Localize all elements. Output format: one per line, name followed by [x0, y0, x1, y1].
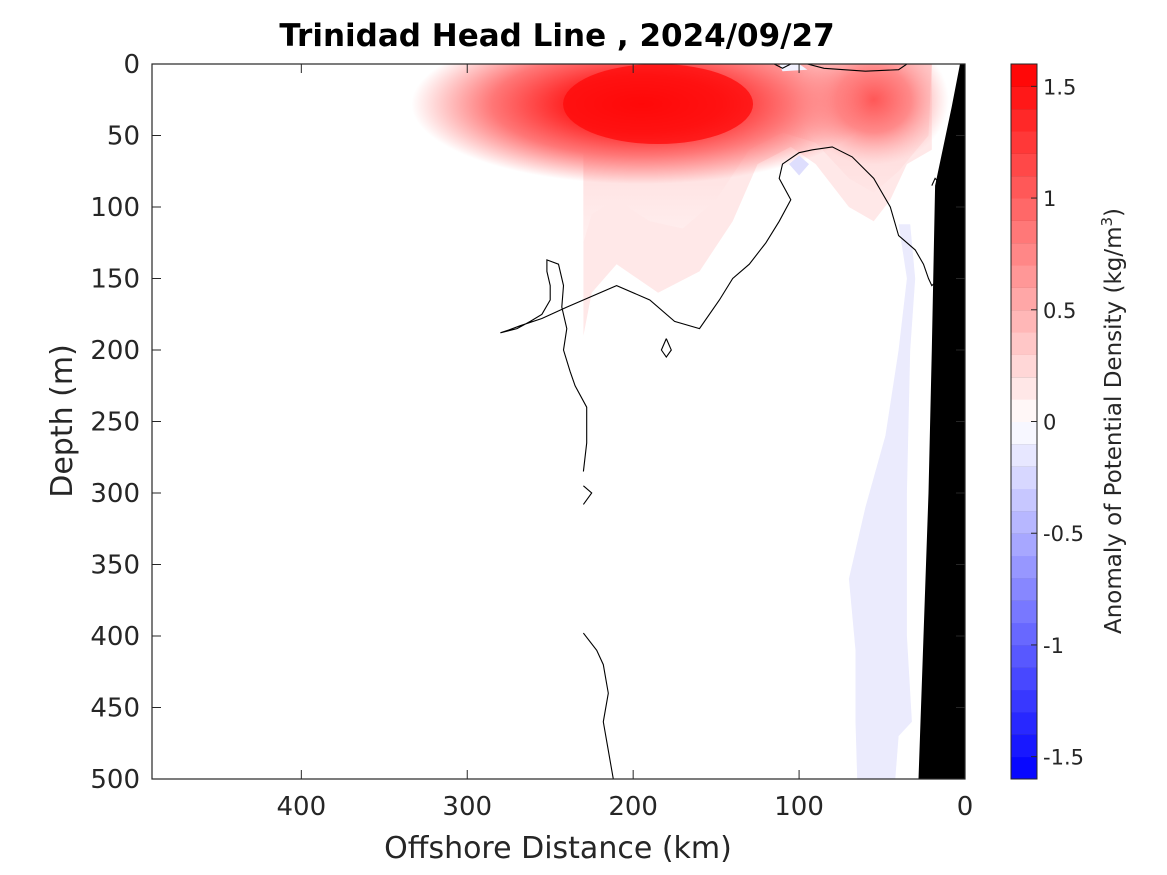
colorbar-label-superscript: 3: [1098, 217, 1116, 227]
colorbar-level: [1011, 153, 1037, 177]
colorbar-level: [1011, 175, 1037, 199]
y-tick-label: 50: [107, 122, 140, 152]
y-tick-label: 100: [90, 193, 140, 223]
y-axis-ticks: 0 50 100 150 200 250 300 350 400 450 500: [90, 50, 965, 795]
main-positive-core-peak: [563, 64, 754, 145]
colorbar-tick-label: 1: [1043, 187, 1056, 211]
colorbar-level: [1011, 287, 1037, 311]
y-tick-label: 200: [90, 336, 140, 366]
colorbar-level: [1011, 376, 1037, 400]
zero-contours: [500, 64, 953, 779]
colorbar: [1011, 63, 1037, 780]
colorbar-tick-label: -1: [1043, 634, 1064, 658]
y-tick-label: 300: [90, 479, 140, 509]
colorbar-level: [1011, 108, 1037, 132]
colorbar-tick-label: 1.5: [1043, 75, 1076, 99]
anomaly-fields: [411, 64, 949, 779]
colorbar-level: [1011, 667, 1037, 691]
colorbar-tick-label: 0: [1043, 411, 1056, 435]
y-tick-label: 500: [90, 765, 140, 795]
y-tick-label: 400: [90, 622, 140, 652]
zero-contour-line-5: [773, 64, 792, 69]
colorbar-level: [1011, 488, 1037, 512]
x-tick-label: 100: [774, 792, 824, 822]
colorbar-level: [1011, 265, 1037, 288]
colorbar-label: Anomaly of Potential Density (kg/m3): [1098, 208, 1127, 634]
x-axis-ticks: 400 300 200 100 0: [277, 64, 974, 822]
colorbar-level: [1011, 421, 1037, 445]
y-axis-label: Depth (m): [45, 344, 80, 498]
colorbar-level: [1011, 198, 1037, 221]
colorbar-level: [1011, 577, 1037, 601]
colorbar-tick-label: -1.5: [1043, 746, 1084, 770]
colorbar-level: [1011, 466, 1037, 490]
colorbar-level: [1011, 756, 1037, 780]
colorbar-tick-label: -0.5: [1043, 522, 1084, 546]
colorbar-level: [1011, 555, 1037, 579]
colorbar-level: [1011, 220, 1037, 244]
colorbar-level: [1011, 600, 1037, 624]
colorbar-level: [1011, 533, 1037, 557]
bottom-topography: [918, 64, 965, 779]
zero-contour-line-3: [660, 338, 672, 359]
seafloor-shape: [918, 64, 965, 779]
colorbar-level: [1011, 689, 1037, 713]
nearshore-negative-band: [848, 224, 916, 779]
colorbar-level: [1011, 332, 1037, 355]
colorbar-level: [1011, 86, 1037, 110]
x-tick-label: 400: [277, 792, 327, 822]
chart-title: Trinidad Head Line , 2024/09/27: [279, 18, 834, 54]
colorbar-level: [1011, 131, 1037, 154]
x-tick-label: 0: [957, 792, 974, 822]
colorbar-level: [1011, 644, 1037, 668]
y-tick-label: 150: [90, 265, 140, 295]
colorbar-level: [1011, 399, 1037, 422]
colorbar-level: [1011, 734, 1037, 758]
small-negative-patch: [789, 155, 809, 176]
y-tick-label: 0: [123, 50, 140, 80]
x-axis-label: Offshore Distance (km): [384, 831, 732, 866]
colorbar-tick-label: 0.5: [1043, 299, 1076, 323]
colorbar-level: [1011, 309, 1037, 333]
colorbar-level: [1011, 711, 1037, 735]
y-tick-label: 450: [90, 694, 140, 724]
zero-contour-line-4: [582, 632, 614, 779]
colorbar-ticks: 1.5 1 0.5 0 -0.5 -1 -1.5: [1031, 75, 1084, 770]
y-tick-label: 250: [90, 408, 140, 438]
y-tick-label: 350: [90, 551, 140, 581]
colorbar-level: [1011, 354, 1037, 378]
colorbar-level: [1011, 443, 1037, 467]
zero-contour-line-1: [500, 146, 953, 472]
zero-contour-line-6: [807, 64, 908, 72]
zero-contour-line-2: [582, 485, 593, 505]
x-tick-label: 200: [608, 792, 658, 822]
colorbar-level: [1011, 510, 1037, 534]
colorbar-level: [1011, 242, 1037, 266]
colorbar-level: [1011, 64, 1037, 87]
plot-area: [152, 64, 965, 779]
colorbar-level: [1011, 622, 1037, 646]
x-tick-label: 300: [442, 792, 492, 822]
